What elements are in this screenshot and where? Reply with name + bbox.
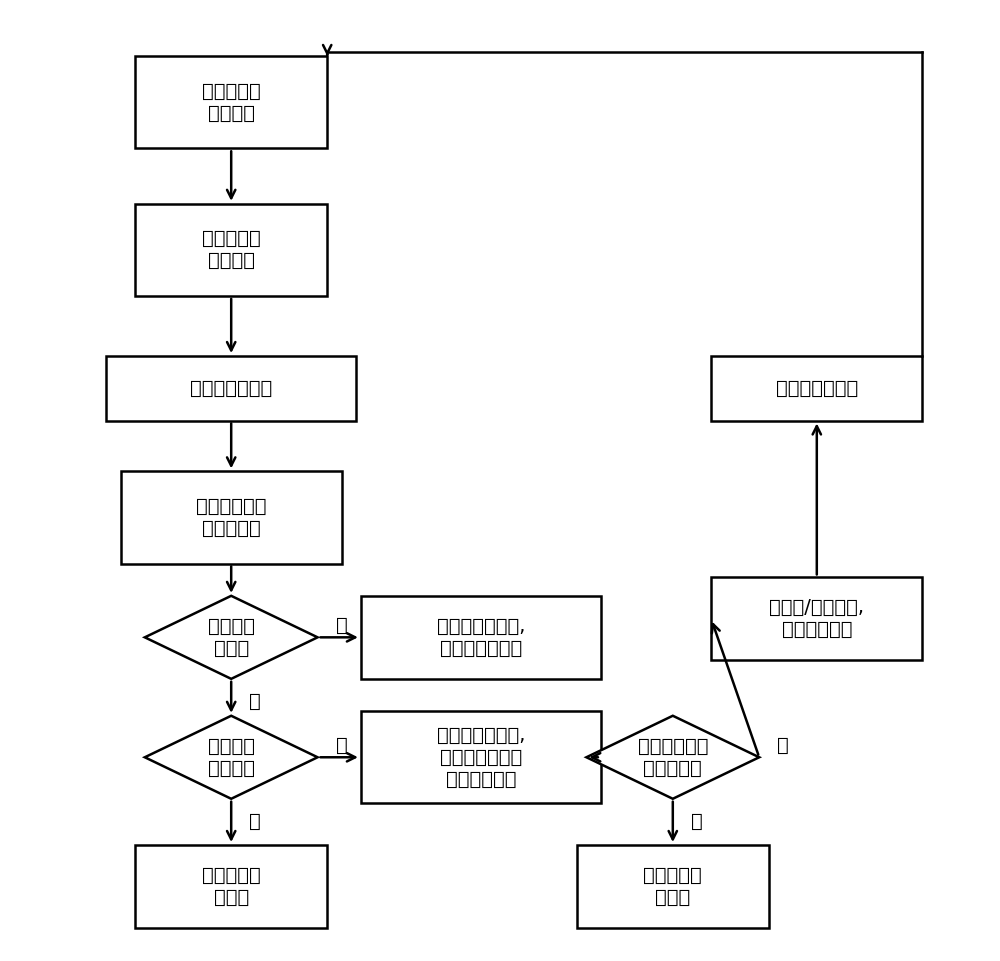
Text: 是: 是	[336, 616, 347, 635]
Text: 注水管柱内液体: 注水管柱内液体	[776, 379, 858, 398]
Text: 配注量调
节信号: 配注量调 节信号	[208, 617, 255, 658]
FancyBboxPatch shape	[711, 578, 922, 660]
Text: 是: 是	[336, 736, 347, 754]
Text: 否: 否	[249, 693, 261, 711]
Text: 注水工作简动作,
比较信号数值与
井下参数大小: 注水工作简动作, 比较信号数值与 井下参数大小	[437, 726, 525, 789]
Text: 注水工作简
不动作: 注水工作简 不动作	[643, 866, 702, 907]
FancyBboxPatch shape	[135, 56, 327, 148]
FancyBboxPatch shape	[135, 204, 327, 296]
FancyBboxPatch shape	[361, 711, 601, 803]
FancyBboxPatch shape	[711, 356, 922, 421]
FancyBboxPatch shape	[121, 471, 342, 563]
FancyBboxPatch shape	[577, 845, 769, 928]
Polygon shape	[145, 716, 318, 799]
Text: 否: 否	[691, 812, 703, 831]
FancyBboxPatch shape	[361, 596, 601, 678]
Text: 快速开/关阀关闭,
井筒压力上升: 快速开/关阀关闭, 井筒压力上升	[769, 599, 864, 639]
Text: 注水工作简动作,
调节配注量大小: 注水工作简动作, 调节配注量大小	[437, 617, 525, 658]
Text: 地面控制器
进行控制: 地面控制器 进行控制	[202, 82, 261, 123]
Text: 注水管柱内液体: 注水管柱内液体	[190, 379, 272, 398]
Text: 声波注水工作
简接收信号: 声波注水工作 简接收信号	[196, 497, 266, 538]
Text: 声波发射器
发射信号: 声波发射器 发射信号	[202, 230, 261, 270]
FancyBboxPatch shape	[135, 845, 327, 928]
Text: 注水工作简
不动作: 注水工作简 不动作	[202, 866, 261, 907]
Text: 信号数值与井
下参数一致: 信号数值与井 下参数一致	[638, 737, 708, 777]
Text: 是: 是	[777, 736, 789, 754]
FancyBboxPatch shape	[106, 356, 356, 421]
Text: 否: 否	[249, 812, 261, 831]
Polygon shape	[145, 596, 318, 678]
Text: 井下参数
监测信号: 井下参数 监测信号	[208, 737, 255, 777]
Polygon shape	[586, 716, 759, 799]
